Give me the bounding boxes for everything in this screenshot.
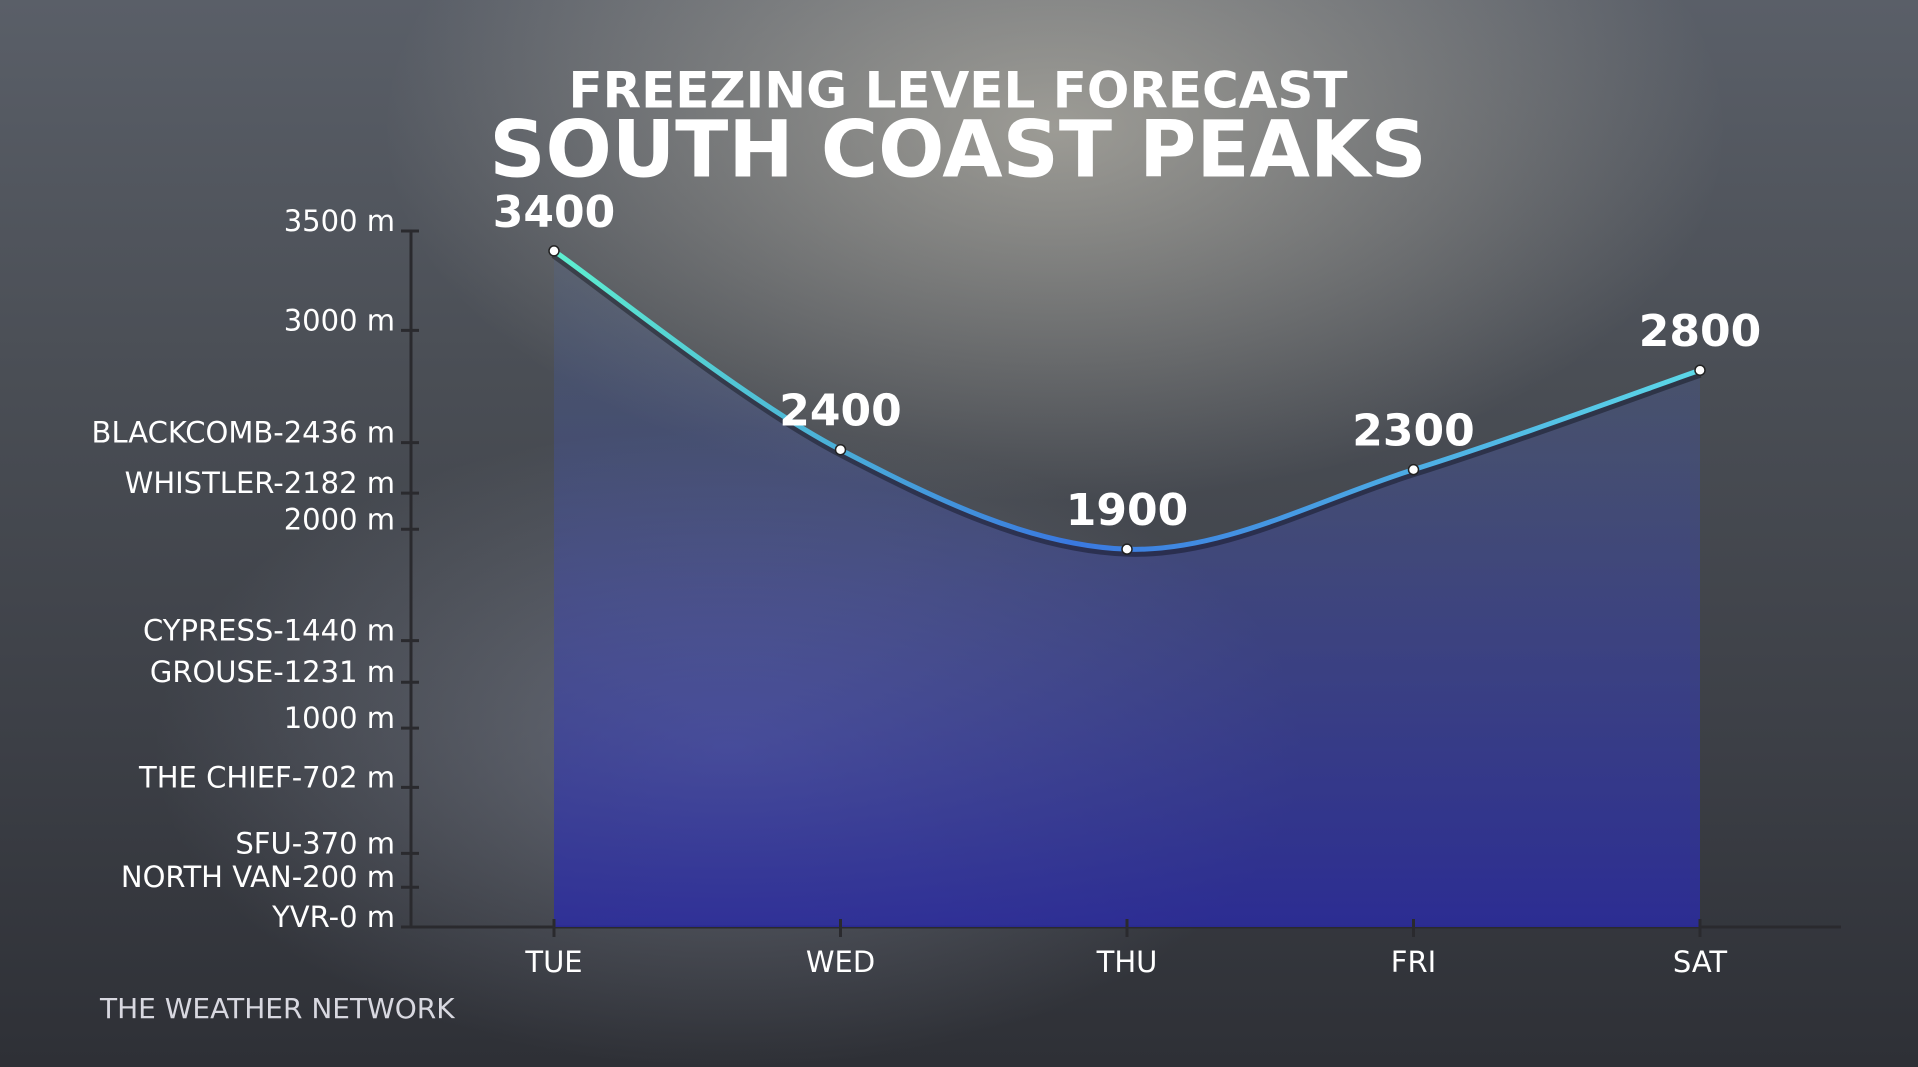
value-label: 2400 — [779, 386, 901, 437]
y-tick-label: 3000 m — [284, 303, 395, 337]
y-tick-label: SFU-370 m — [235, 826, 395, 860]
x-tick-label: FRI — [1391, 945, 1436, 979]
value-label: 3400 — [493, 187, 615, 238]
x-tick-label: SAT — [1673, 945, 1728, 979]
y-tick-label: NORTH VAN-200 m — [121, 860, 395, 894]
area-fill — [554, 250, 1700, 927]
y-tick-label: WHISTLER-2182 m — [125, 466, 395, 500]
y-tick-label: GROUSE-1231 m — [150, 655, 395, 689]
point — [834, 443, 847, 456]
y-tick-label: 1000 m — [284, 701, 395, 735]
point — [1694, 364, 1706, 376]
x-tick-label: TUE — [524, 945, 582, 979]
value-label: 1900 — [1066, 485, 1188, 536]
y-tick-label: THE CHIEF-702 m — [138, 760, 395, 794]
y-tick-label: YVR-0 m — [271, 900, 395, 934]
y-tick-label: 2000 m — [284, 502, 395, 536]
x-tick-label: WED — [806, 945, 875, 979]
point — [1121, 543, 1133, 555]
y-tick-label: 3500 m — [284, 204, 395, 238]
point — [1407, 463, 1420, 476]
chart-subtitle: SOUTH COAST PEAKS — [489, 105, 1426, 195]
y-tick-label: BLACKCOMB-2436 m — [92, 416, 395, 450]
y-tick-label: CYPRESS-1440 m — [143, 614, 395, 648]
value-label: 2800 — [1639, 306, 1761, 357]
x-tick-label: THU — [1096, 945, 1158, 979]
chart-title: FREEZING LEVEL FORECAST — [568, 62, 1347, 120]
value-label: 2300 — [1352, 406, 1474, 457]
point — [548, 245, 560, 257]
source: THE WEATHER NETWORK — [99, 992, 455, 1025]
